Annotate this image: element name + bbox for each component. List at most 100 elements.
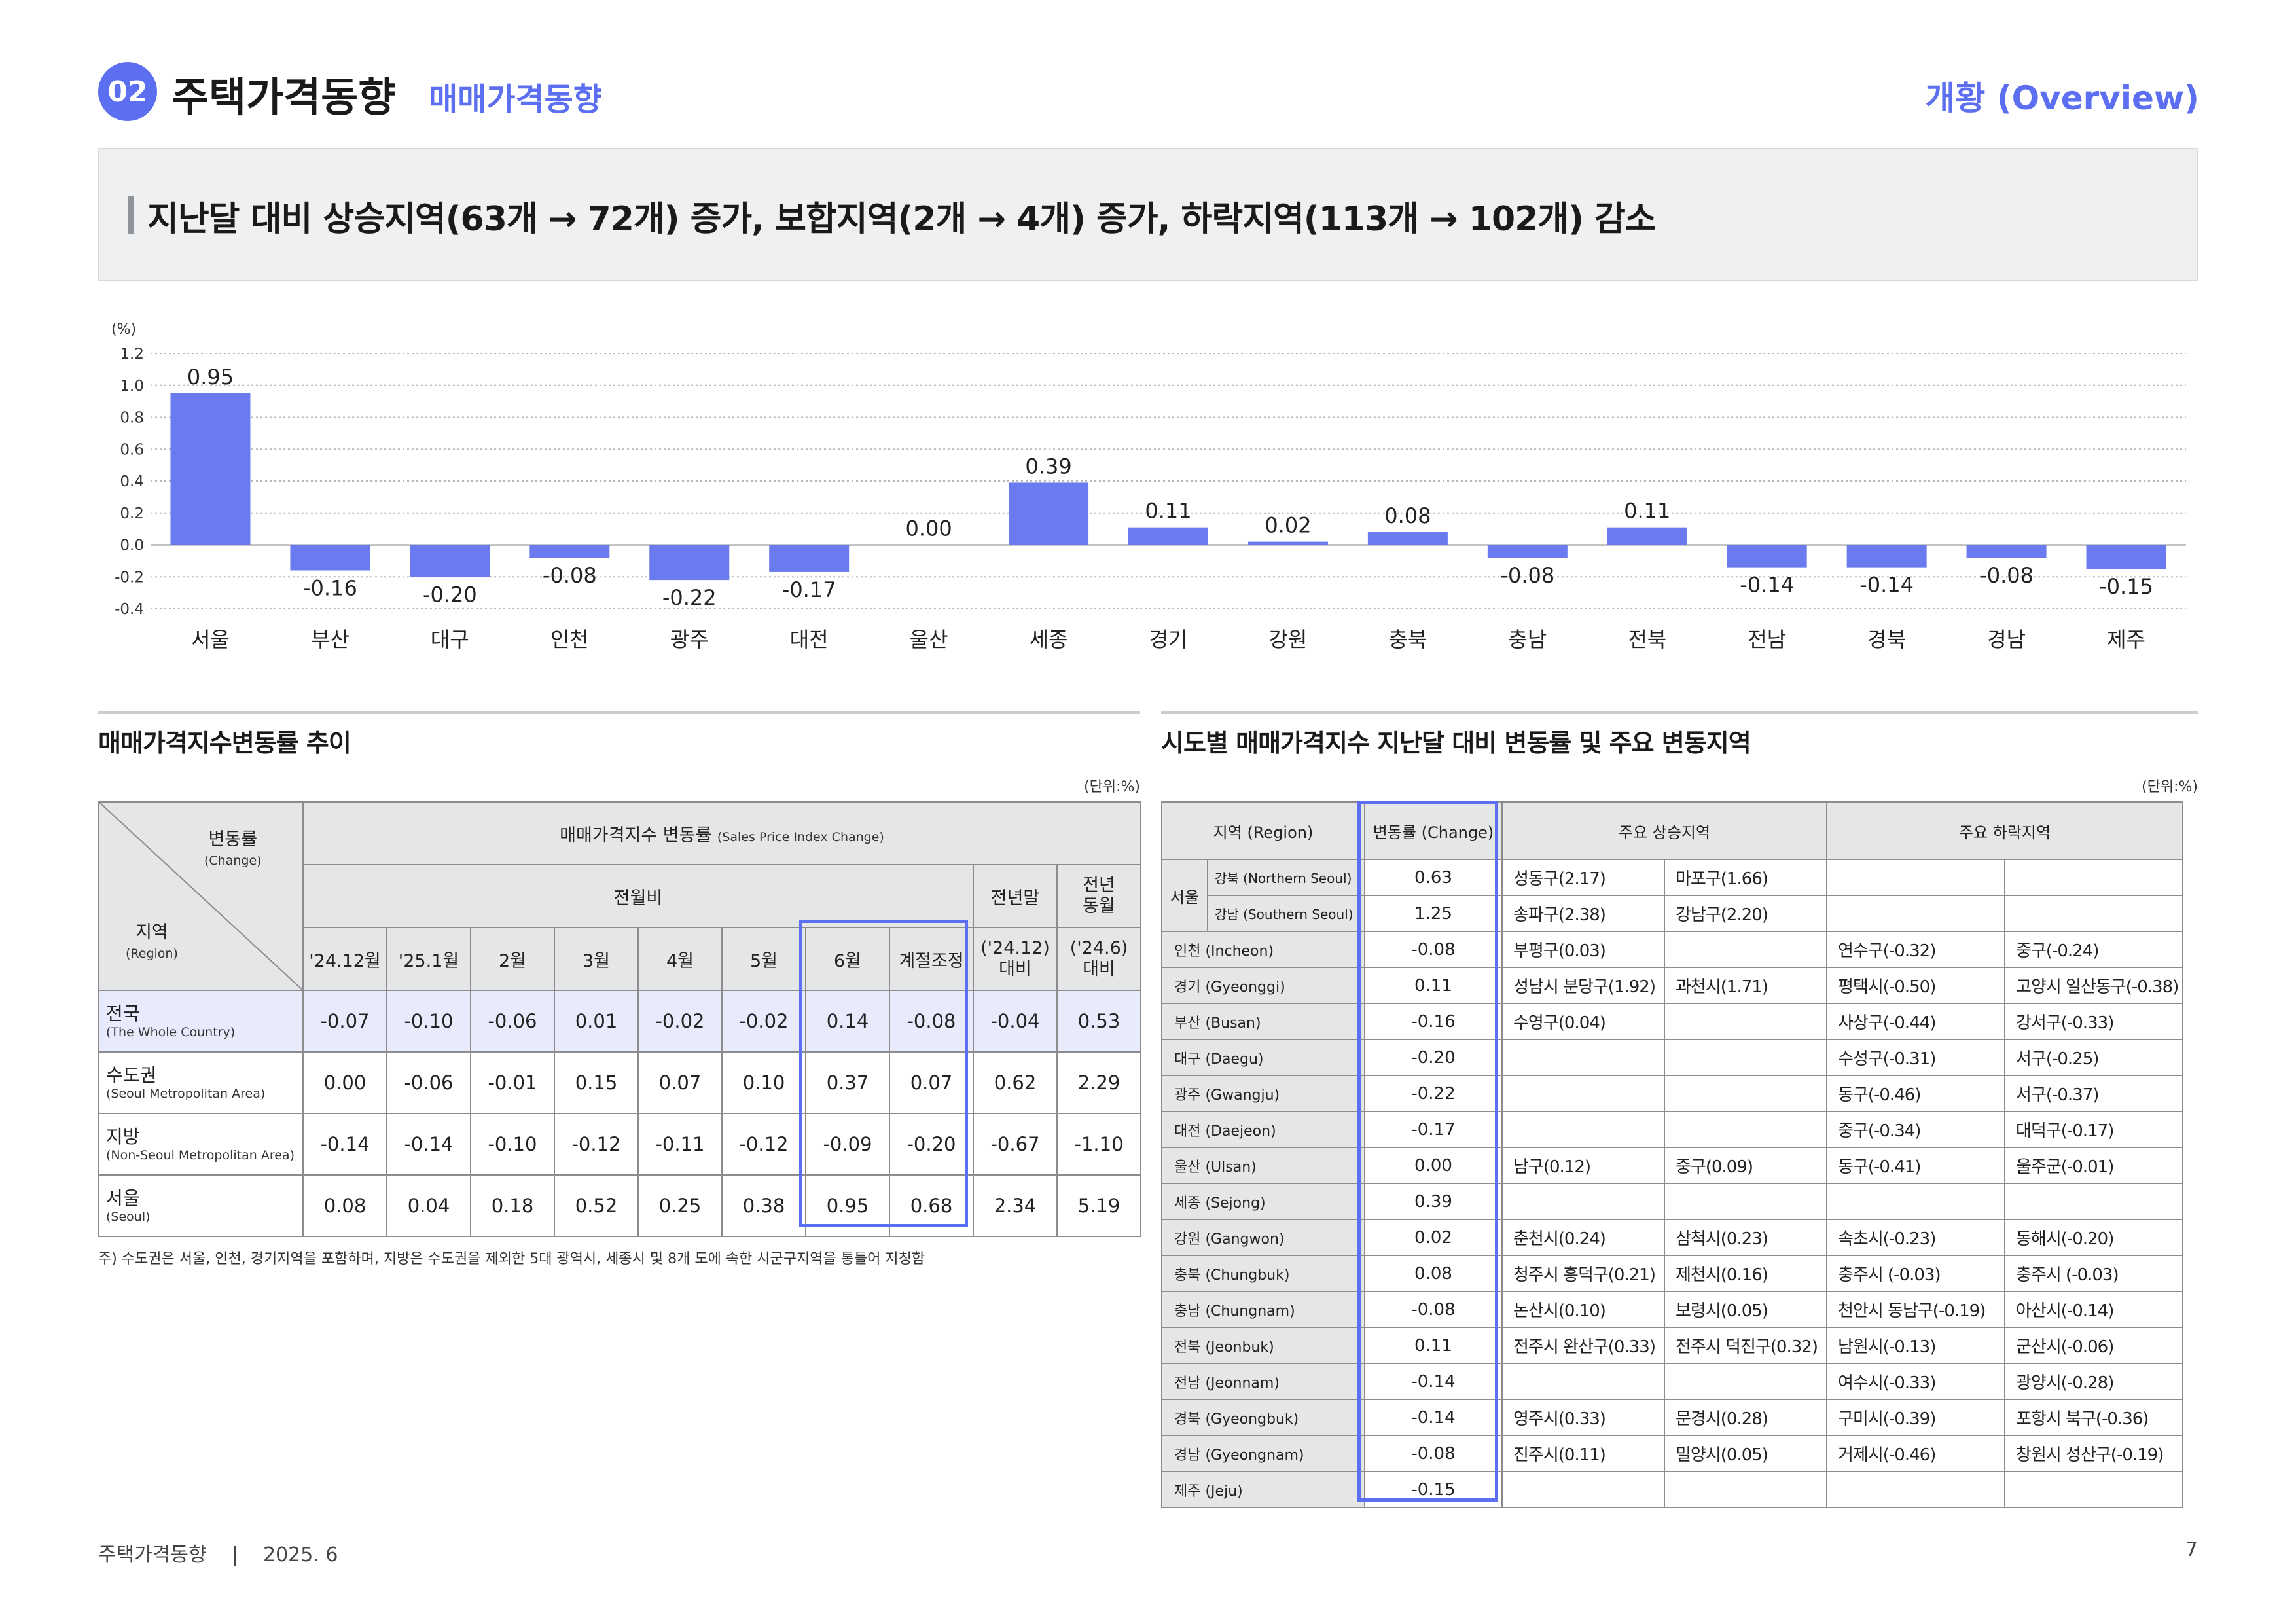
down-region-cell: 포항시 북구(-0.36) <box>2004 1399 2184 1436</box>
section-subtitle: 매매가격동향 <box>429 81 602 118</box>
bar-충북 <box>1367 532 1448 545</box>
bar-전남 <box>1727 545 1807 568</box>
up-region-cell <box>1663 931 1828 968</box>
section-title: 주택가격동향 <box>171 73 396 121</box>
region-name: 지방 <box>106 1125 140 1147</box>
table-row: 충북 (Chungbuk) 0.08 청주시 흥덕구(0.21) 제천시(0.16) 충… <box>1161 1255 2184 1292</box>
x-tick-label: 경남 <box>1987 627 2026 652</box>
value-cell: -0.10 <box>470 1113 555 1176</box>
down-region-cell: 구미시(-0.39) <box>1826 1399 2006 1436</box>
down-region-cell: 고양시 일산동구(-0.38) <box>2004 967 2184 1004</box>
change-cell: -0.08 <box>1364 1435 1503 1472</box>
data-label: -0.14 <box>1859 573 1914 598</box>
right-section-title: 시도별 매매가격지수 지난달 대비 변동률 및 주요 변동지역 <box>1161 729 1751 757</box>
data-label: -0.20 <box>423 582 477 607</box>
same-month-sub-line1: ('24.6) <box>1069 937 1128 958</box>
change-header-label: 변동률 <box>208 829 258 850</box>
bar-부산 <box>290 545 370 571</box>
up-region-cell: 마포구(1.66) <box>1663 859 1828 896</box>
region-header-en: (Region) <box>126 946 178 961</box>
table-row: 세종 (Sejong) 0.39 <box>1161 1183 2184 1220</box>
bar-경기 <box>1128 527 1208 545</box>
down-region-cell: 동구(-0.46) <box>1826 1075 2006 1112</box>
table-row: 수도권 (Seoul Metropolitan Area) 0.00 -0.06 -0.… <box>98 1051 1142 1114</box>
value-cell: 0.01 <box>554 990 639 1053</box>
down-region-cell: 사상구(-0.44) <box>1826 1003 2006 1040</box>
month-header: '24.12월 <box>302 927 387 991</box>
table-row: 경북 (Gyeongbuk) -0.14 영주시(0.33) 문경시(0.28) 구미시… <box>1161 1399 2184 1436</box>
bar-강원 <box>1247 541 1328 545</box>
region-cell: 대구 (Daegu) <box>1161 1039 1365 1076</box>
up-region-cell: 남구(0.12) <box>1501 1147 1665 1184</box>
month-header: 4월 <box>637 927 723 991</box>
value-cell: -0.12 <box>721 1113 806 1176</box>
value-cell: -0.14 <box>302 1113 387 1176</box>
up-region-cell: 밀양시(0.05) <box>1663 1435 1828 1472</box>
table-row: 강원 (Gangwon) 0.02 춘천시(0.24) 삼척시(0.23) 속초시(-0… <box>1161 1219 2184 1256</box>
year-end-sub-line2: 대비 <box>999 959 1031 979</box>
region-cell: 제주 (Jeju) <box>1161 1471 1365 1508</box>
headline-text: 지난달 대비 상승지역(63개 → 72개) 증가, 보합지역(2개 → 4개)… <box>147 200 1657 239</box>
footnote: 주) 수도권은 서울, 인천, 경기지역을 포함하며, 지방은 수도권을 제외한… <box>98 1251 925 1267</box>
data-label: -0.08 <box>1500 563 1554 588</box>
x-tick-label: 경북 <box>1867 627 1906 652</box>
left-section-rule <box>98 711 1140 714</box>
region-cell: 전남 (Jeonnam) <box>1161 1363 1365 1400</box>
change-cell: -0.22 <box>1364 1075 1503 1112</box>
region-name-cell: 수도권 (Seoul Metropolitan Area) <box>98 1051 304 1114</box>
region-name-en: (Seoul) <box>106 1209 151 1224</box>
down-region-cell: 연수구(-0.32) <box>1826 931 2006 968</box>
change-cell: 0.39 <box>1364 1183 1503 1220</box>
value-cell: 0.14 <box>805 990 890 1053</box>
data-label: 0.11 <box>1624 499 1670 524</box>
y-tick-label: 0.4 <box>120 473 144 490</box>
down-region-cell: 수성구(-0.31) <box>1826 1039 2006 1076</box>
seoul-region-cell: 서울 <box>1161 859 1208 932</box>
region-cell: 전북 (Jeonbuk) <box>1161 1327 1365 1364</box>
value-cell: 0.25 <box>637 1174 723 1237</box>
y-tick-label: 0.2 <box>120 505 144 522</box>
data-label: -0.14 <box>1740 573 1794 598</box>
up-region-cell: 성동구(2.17) <box>1501 859 1665 896</box>
down-region-cell: 거제시(-0.46) <box>1826 1435 2006 1472</box>
bar-제주 <box>2086 545 2166 569</box>
down-region-cell: 충주시 (-0.03) <box>1826 1255 2006 1292</box>
change-cell: -0.14 <box>1364 1363 1503 1400</box>
data-label: 0.08 <box>1384 503 1431 528</box>
overview-label: 개황 (Overview) <box>1925 79 2199 117</box>
y-tick-label: 0.8 <box>120 410 144 427</box>
down-region-cell: 중구(-0.24) <box>2004 931 2184 968</box>
change-cell: -0.16 <box>1364 1003 1503 1040</box>
value-cell: 0.53 <box>1056 990 1142 1053</box>
down-region-cell: 창원시 성산구(-0.19) <box>2004 1435 2184 1472</box>
month-header: 6월 <box>805 927 890 991</box>
y-tick-label: 1.2 <box>120 346 144 363</box>
up-region-cell <box>1663 1363 1828 1400</box>
footer-publication: 주택가격동향 | 2025. 6 <box>98 1543 338 1566</box>
change-header-en: (Change) <box>204 853 262 868</box>
up-region-cell <box>1663 1471 1828 1508</box>
same-month-line1: 전년 <box>1083 875 1115 895</box>
change-col-header: 변동률 (Change) <box>1364 801 1503 860</box>
table-row: 대구 (Daegu) -0.20 수성구(-0.31) 서구(-0.25) <box>1161 1039 2184 1076</box>
table-row: 전국 (The Whole Country) -0.07 -0.10 -0.06 0.01… <box>98 990 1142 1053</box>
y-axis-unit-label: (%) <box>111 321 136 338</box>
region-cell: 대전 (Daejeon) <box>1161 1111 1365 1148</box>
table-row: 울산 (Ulsan) 0.00 남구(0.12) 중구(0.09) 동구(-0.41) 울… <box>1161 1147 2184 1184</box>
index-change-table: 변동률 (Change) 지역 (Region) 매매가격지수 변동률 (Sal… <box>98 801 1142 1237</box>
y-tick-label: -0.4 <box>115 601 144 618</box>
up-region-cell: 중구(0.09) <box>1663 1147 1828 1184</box>
up-region-cell: 문경시(0.28) <box>1663 1399 1828 1436</box>
down-region-cell <box>1826 1183 2006 1220</box>
value-cell: 5.19 <box>1056 1174 1142 1237</box>
x-tick-label: 대전 <box>790 627 829 652</box>
monthly-header: 전월비 <box>302 864 974 928</box>
change-cell: 0.11 <box>1364 1327 1503 1364</box>
value-cell: -0.02 <box>721 990 806 1053</box>
subregion-cell: 강남 (Southern Seoul) <box>1207 895 1365 932</box>
up-region-cell: 성남시 분당구(1.92) <box>1501 967 1665 1004</box>
up-region-cell: 강남구(2.20) <box>1663 895 1828 932</box>
up-region-cell <box>1501 1075 1665 1112</box>
down-region-cell <box>2004 859 2184 896</box>
bar-광주 <box>649 545 730 581</box>
